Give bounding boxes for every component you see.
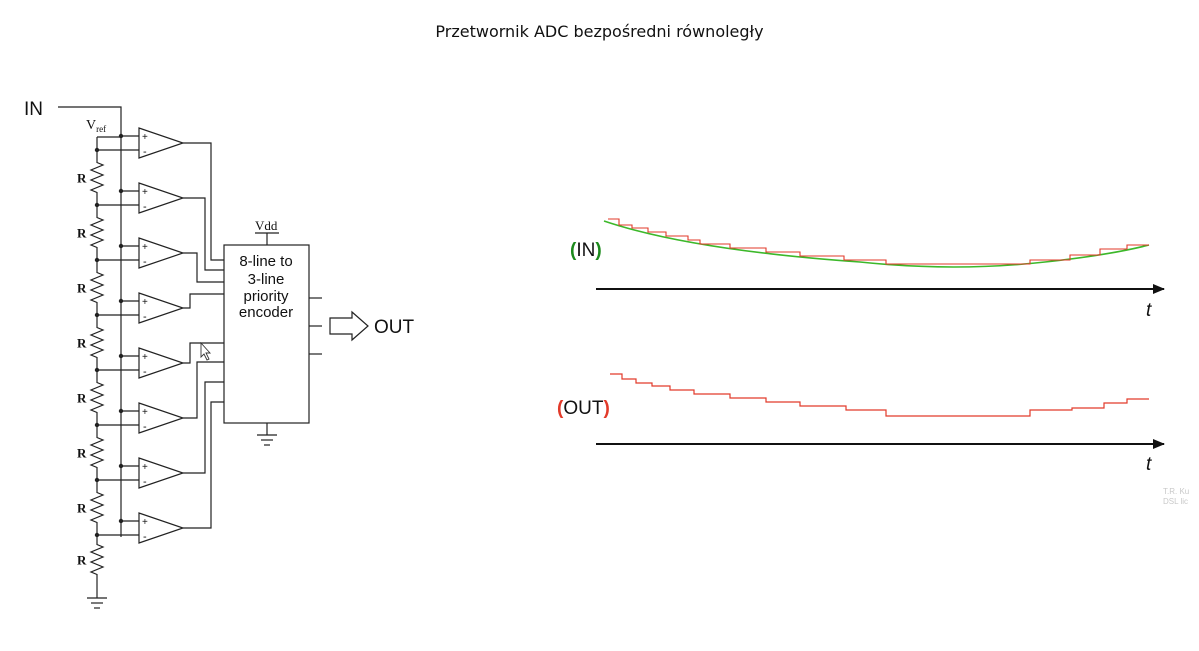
in-waveform-label: IN bbox=[576, 240, 595, 261]
minus-sign: - bbox=[143, 256, 147, 268]
resistor-8 bbox=[89, 535, 105, 584]
plus-sign: + bbox=[142, 517, 148, 528]
comparator-2: +- bbox=[94, 182, 224, 271]
out-paren-close: ) bbox=[603, 398, 609, 419]
in-paren-open: ( bbox=[570, 240, 577, 261]
comparator-1: +- bbox=[94, 127, 224, 261]
resistor-label-6: R bbox=[77, 446, 87, 461]
resistor-label-1: R bbox=[77, 171, 87, 186]
comparator-7: +- bbox=[94, 381, 224, 489]
input-wire bbox=[58, 106, 122, 537]
out-waveform-label: OUT bbox=[563, 398, 604, 419]
comparator-output-wire bbox=[183, 401, 224, 529]
resistor-label-4: R bbox=[77, 336, 87, 351]
svg-text:(IN): (IN) bbox=[570, 240, 602, 261]
comparator-output-wire bbox=[183, 381, 224, 474]
comparator-triangle bbox=[138, 237, 185, 269]
comparator-triangle bbox=[138, 127, 185, 159]
plus-sign: + bbox=[142, 132, 148, 143]
output-label: OUT bbox=[374, 317, 415, 338]
comparator-output-wire bbox=[183, 197, 224, 271]
vdd-label: Vdd bbox=[255, 218, 278, 233]
resistor-5 bbox=[89, 370, 105, 425]
ladder-ground-icon bbox=[87, 584, 107, 609]
comparator-output-wire bbox=[183, 293, 224, 309]
comparator-6: +- bbox=[94, 361, 224, 434]
minus-sign: - bbox=[143, 421, 147, 433]
comparator-triangle bbox=[138, 347, 185, 379]
comparator-triangle bbox=[138, 402, 185, 434]
resistor-label-5: R bbox=[77, 391, 87, 406]
minus-sign: - bbox=[143, 476, 147, 488]
comparator-triangle bbox=[138, 512, 185, 544]
minus-sign: - bbox=[143, 366, 147, 378]
plus-sign: + bbox=[142, 187, 148, 198]
resistor-6 bbox=[89, 425, 105, 480]
watermark: T.R. Ku DSL lic bbox=[1163, 487, 1189, 507]
waveform-panel: (IN) (OUT) t t bbox=[557, 218, 1165, 475]
comparator-8: +- bbox=[94, 401, 224, 544]
encoder-label-line4: encoder bbox=[239, 304, 293, 321]
out-paren-open: ( bbox=[557, 398, 564, 419]
minus-sign: - bbox=[143, 201, 147, 213]
input-label: IN bbox=[24, 99, 43, 120]
comparator-bank: +-+-+-+-+-+-+-+- bbox=[94, 127, 224, 544]
plus-sign: + bbox=[142, 462, 148, 473]
analog-input-curve bbox=[603, 220, 1150, 268]
watermark-line2: DSL lic bbox=[1163, 497, 1189, 506]
watermark-line1: T.R. Ku bbox=[1163, 487, 1190, 496]
encoder-label-line1: 8-line to bbox=[239, 253, 292, 270]
comparator-5: +- bbox=[94, 342, 224, 379]
plus-sign: + bbox=[142, 242, 148, 253]
resistor-label-8: R bbox=[77, 553, 87, 568]
comparator-output-wire bbox=[183, 252, 224, 283]
comparator-triangle bbox=[138, 292, 185, 324]
plus-sign: + bbox=[142, 297, 148, 308]
comparator-triangle bbox=[138, 182, 185, 214]
plus-sign: + bbox=[142, 407, 148, 418]
page-title: Przetwornik ADC bezpośredni równoległy bbox=[435, 22, 764, 41]
comparator-output-wire bbox=[183, 361, 224, 419]
time-axis-top-label: t bbox=[1146, 300, 1152, 321]
resistor-3 bbox=[89, 260, 105, 315]
vref-label: V bbox=[86, 118, 96, 133]
resistor-label-2: R bbox=[77, 226, 87, 241]
minus-sign: - bbox=[143, 531, 147, 543]
resistor-ladder: R R R R R R R R bbox=[77, 136, 121, 584]
comparator-output-wire bbox=[183, 342, 224, 364]
vref-subscript: ref bbox=[96, 124, 106, 134]
resistor-7 bbox=[89, 480, 105, 535]
comparator-triangle bbox=[138, 457, 185, 489]
comparator-4: +- bbox=[94, 292, 224, 324]
minus-sign: - bbox=[143, 311, 147, 323]
in-paren-close: ) bbox=[595, 240, 601, 261]
comparator-output-wire bbox=[183, 142, 224, 261]
mouse-cursor-icon bbox=[200, 341, 212, 361]
resistor-label-3: R bbox=[77, 281, 87, 296]
svg-text:Vref: Vref bbox=[86, 118, 106, 134]
encoder-label-line2: 3-line bbox=[248, 271, 285, 288]
plus-sign: + bbox=[142, 352, 148, 363]
svg-text:(OUT): (OUT) bbox=[557, 398, 610, 419]
resistor-1 bbox=[89, 150, 105, 205]
resistor-4 bbox=[89, 315, 105, 370]
resistor-2 bbox=[89, 205, 105, 260]
comparator-3: +- bbox=[94, 237, 224, 283]
encoder-ground-icon bbox=[257, 423, 277, 446]
time-axis-bottom-label: t bbox=[1146, 454, 1152, 475]
resistor-label-7: R bbox=[77, 501, 87, 516]
output-bus-arrow-icon bbox=[329, 310, 369, 342]
minus-sign: - bbox=[143, 146, 147, 158]
encoder-label-line3: priority bbox=[243, 288, 289, 305]
digital-output-staircase bbox=[610, 373, 1149, 417]
quantized-input-staircase bbox=[608, 218, 1149, 265]
